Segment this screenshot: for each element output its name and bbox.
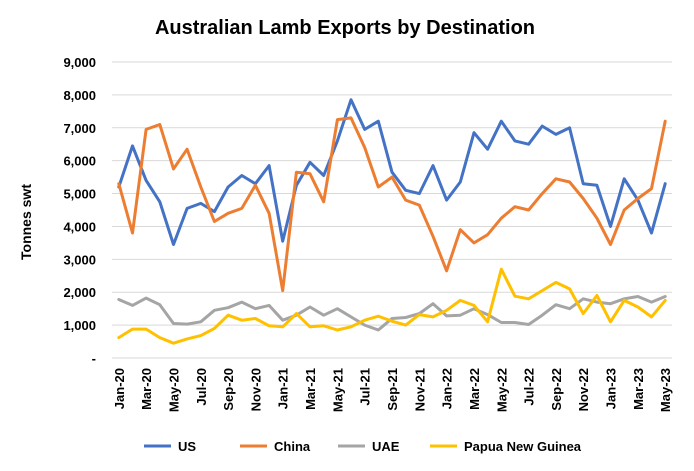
x-tick-label: Mar-20 bbox=[139, 368, 154, 410]
x-tick-label: May-21 bbox=[330, 368, 345, 412]
y-tick-label: - bbox=[92, 351, 96, 366]
x-tick-label: Jan-22 bbox=[440, 368, 455, 409]
chart-title: Australian Lamb Exports by Destination bbox=[155, 17, 535, 39]
x-tick-label: Mar-21 bbox=[303, 368, 318, 410]
x-tick-label: Nov-21 bbox=[412, 368, 427, 411]
y-tick-label: 6,000 bbox=[63, 154, 96, 169]
series-line-us bbox=[117, 98, 667, 246]
legend-label: US bbox=[178, 439, 196, 454]
series-line-uae bbox=[117, 295, 667, 332]
x-tick-label: Sep-20 bbox=[221, 368, 236, 411]
x-axis-ticks: Jan-20 Mar-20 May-20 Jul-20 Sep-20 Nov-20 Jan-… bbox=[112, 368, 673, 412]
x-tick-label: Jul-22 bbox=[522, 368, 537, 406]
x-tick-label: May-23 bbox=[658, 368, 673, 412]
y-axis-ticks: - 1,000 2,000 3,000 4,000 5,000 6,000 7,000 8,00… bbox=[63, 55, 96, 366]
series-lines bbox=[117, 98, 667, 345]
y-tick-label: 9,000 bbox=[63, 55, 96, 70]
y-tick-label: 5,000 bbox=[63, 187, 96, 202]
x-tick-label: May-20 bbox=[166, 368, 181, 412]
x-tick-label: Jan-21 bbox=[276, 368, 291, 409]
x-tick-label: Jan-20 bbox=[112, 368, 127, 409]
gridlines bbox=[112, 61, 672, 359]
x-tick-label: Sep-22 bbox=[549, 368, 564, 411]
x-tick-label: Sep-21 bbox=[385, 368, 400, 411]
y-tick-label: 3,000 bbox=[63, 252, 96, 267]
y-axis-label: Tonnes swt bbox=[18, 184, 34, 260]
x-tick-label: Nov-20 bbox=[248, 368, 263, 411]
y-tick-label: 2,000 bbox=[63, 285, 96, 300]
series-line-china bbox=[117, 116, 667, 293]
x-tick-label: Jan-23 bbox=[604, 368, 619, 409]
x-tick-label: Jul-21 bbox=[358, 368, 373, 406]
series-line-papua-new-guinea bbox=[117, 267, 667, 345]
x-tick-label: Jul-20 bbox=[194, 368, 209, 406]
x-tick-label: Mar-22 bbox=[467, 368, 482, 410]
legend-label: UAE bbox=[372, 439, 400, 454]
x-tick-label: Mar-23 bbox=[631, 368, 646, 410]
y-tick-label: 8,000 bbox=[63, 88, 96, 103]
y-tick-label: 4,000 bbox=[63, 219, 96, 234]
x-tick-label: Nov-22 bbox=[576, 368, 591, 411]
legend: US China UAE Papua New Guinea bbox=[144, 439, 582, 454]
y-tick-label: 1,000 bbox=[63, 318, 96, 333]
y-tick-label: 7,000 bbox=[63, 121, 96, 136]
legend-label: China bbox=[274, 439, 311, 454]
x-tick-label: May-22 bbox=[494, 368, 509, 412]
legend-label: Papua New Guinea bbox=[464, 439, 582, 454]
